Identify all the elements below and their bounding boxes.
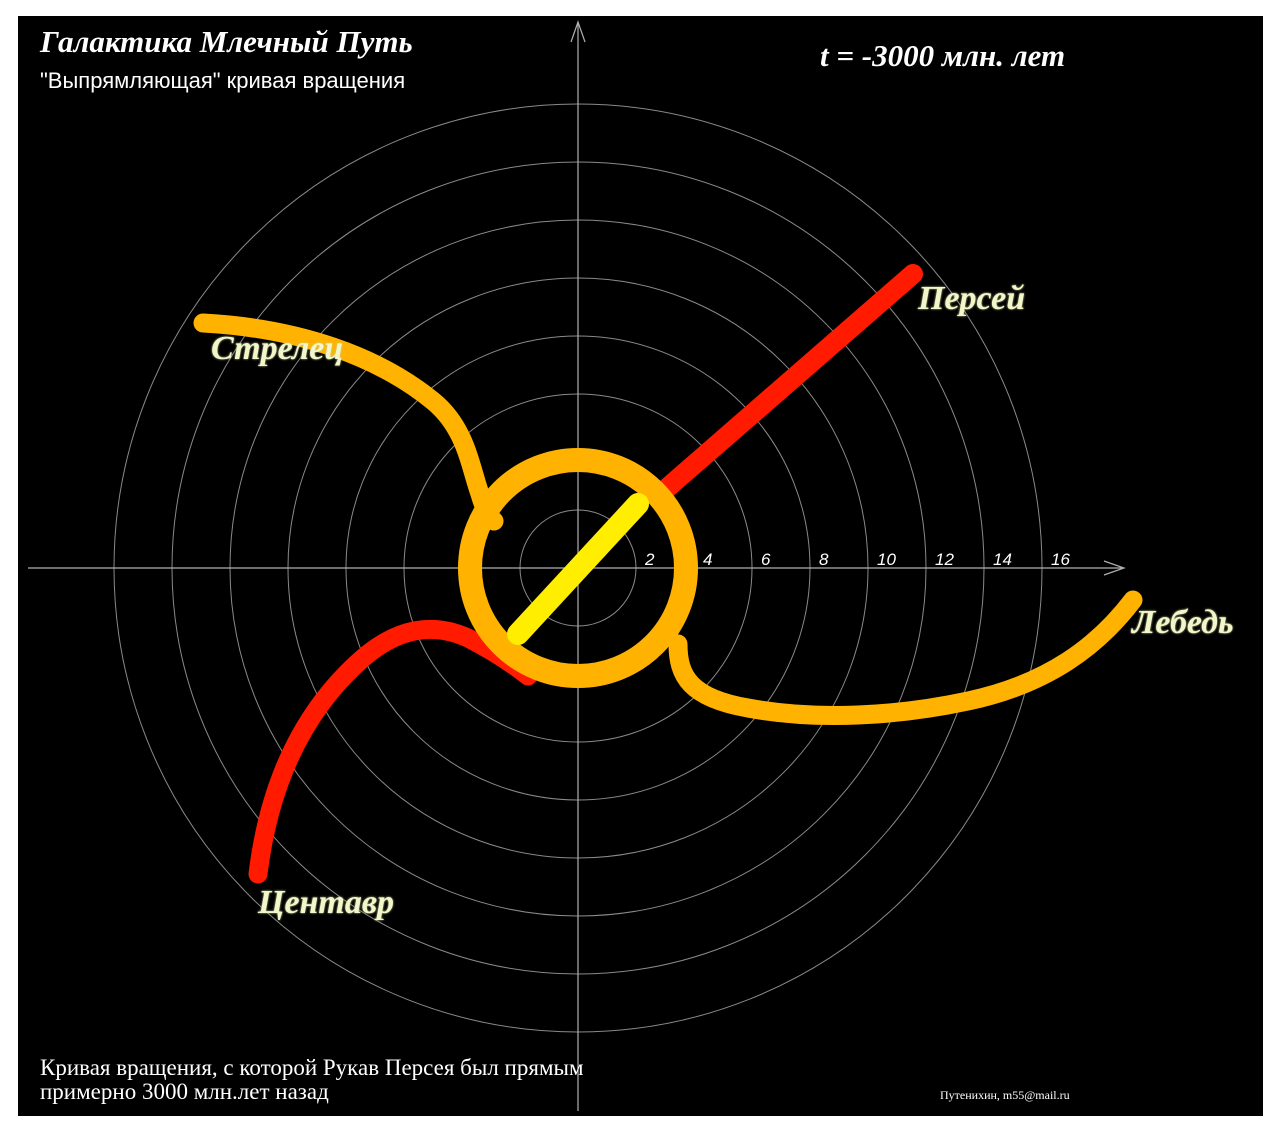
diagram-panel: 2 4 6 8 10 12 14 16 Галактика Млечный Пу… xyxy=(18,16,1263,1116)
tick-label: 10 xyxy=(877,550,896,569)
caption-line-2: примерно 3000 млн.лет назад xyxy=(40,1079,329,1104)
diagram-subtitle: "Выпрямляющая" кривая вращения xyxy=(40,68,406,93)
perseus-arm xyxy=(656,264,923,499)
tick-label: 6 xyxy=(761,550,771,569)
cygnus-label: Лебедь xyxy=(1132,604,1234,641)
sagittarius-label: Стрелец xyxy=(211,330,344,367)
author-credit: Путенихин, m55@mail.ru xyxy=(940,1088,1070,1102)
time-label: t = -3000 млн. лет xyxy=(820,38,1066,73)
centaurus-label: Центавр xyxy=(258,884,395,921)
tick-label: 2 xyxy=(644,550,655,569)
diagram-title: Галактика Млечный Путь xyxy=(40,24,413,59)
x-tick-labels: 2 4 6 8 10 12 14 16 xyxy=(644,550,1070,569)
y-axis-arrow xyxy=(570,20,586,43)
tick-label: 14 xyxy=(993,550,1012,569)
cygnus-arm xyxy=(668,590,1143,725)
tick-label: 8 xyxy=(819,550,829,569)
centaurus-arm xyxy=(248,619,538,884)
central-bar xyxy=(507,493,649,645)
central-ring xyxy=(458,448,698,688)
caption: Кривая вращения, с которой Рукав Персея … xyxy=(40,1056,584,1104)
tick-label: 4 xyxy=(703,550,712,569)
galaxy-diagram: 2 4 6 8 10 12 14 16 xyxy=(28,20,1143,1111)
x-axis-arrow xyxy=(1103,560,1126,576)
tick-label: 16 xyxy=(1051,550,1070,569)
caption-line-1: Кривая вращения, с которой Рукав Персея … xyxy=(40,1055,584,1080)
perseus-label: Персей xyxy=(918,280,1026,317)
tick-label: 12 xyxy=(935,550,954,569)
